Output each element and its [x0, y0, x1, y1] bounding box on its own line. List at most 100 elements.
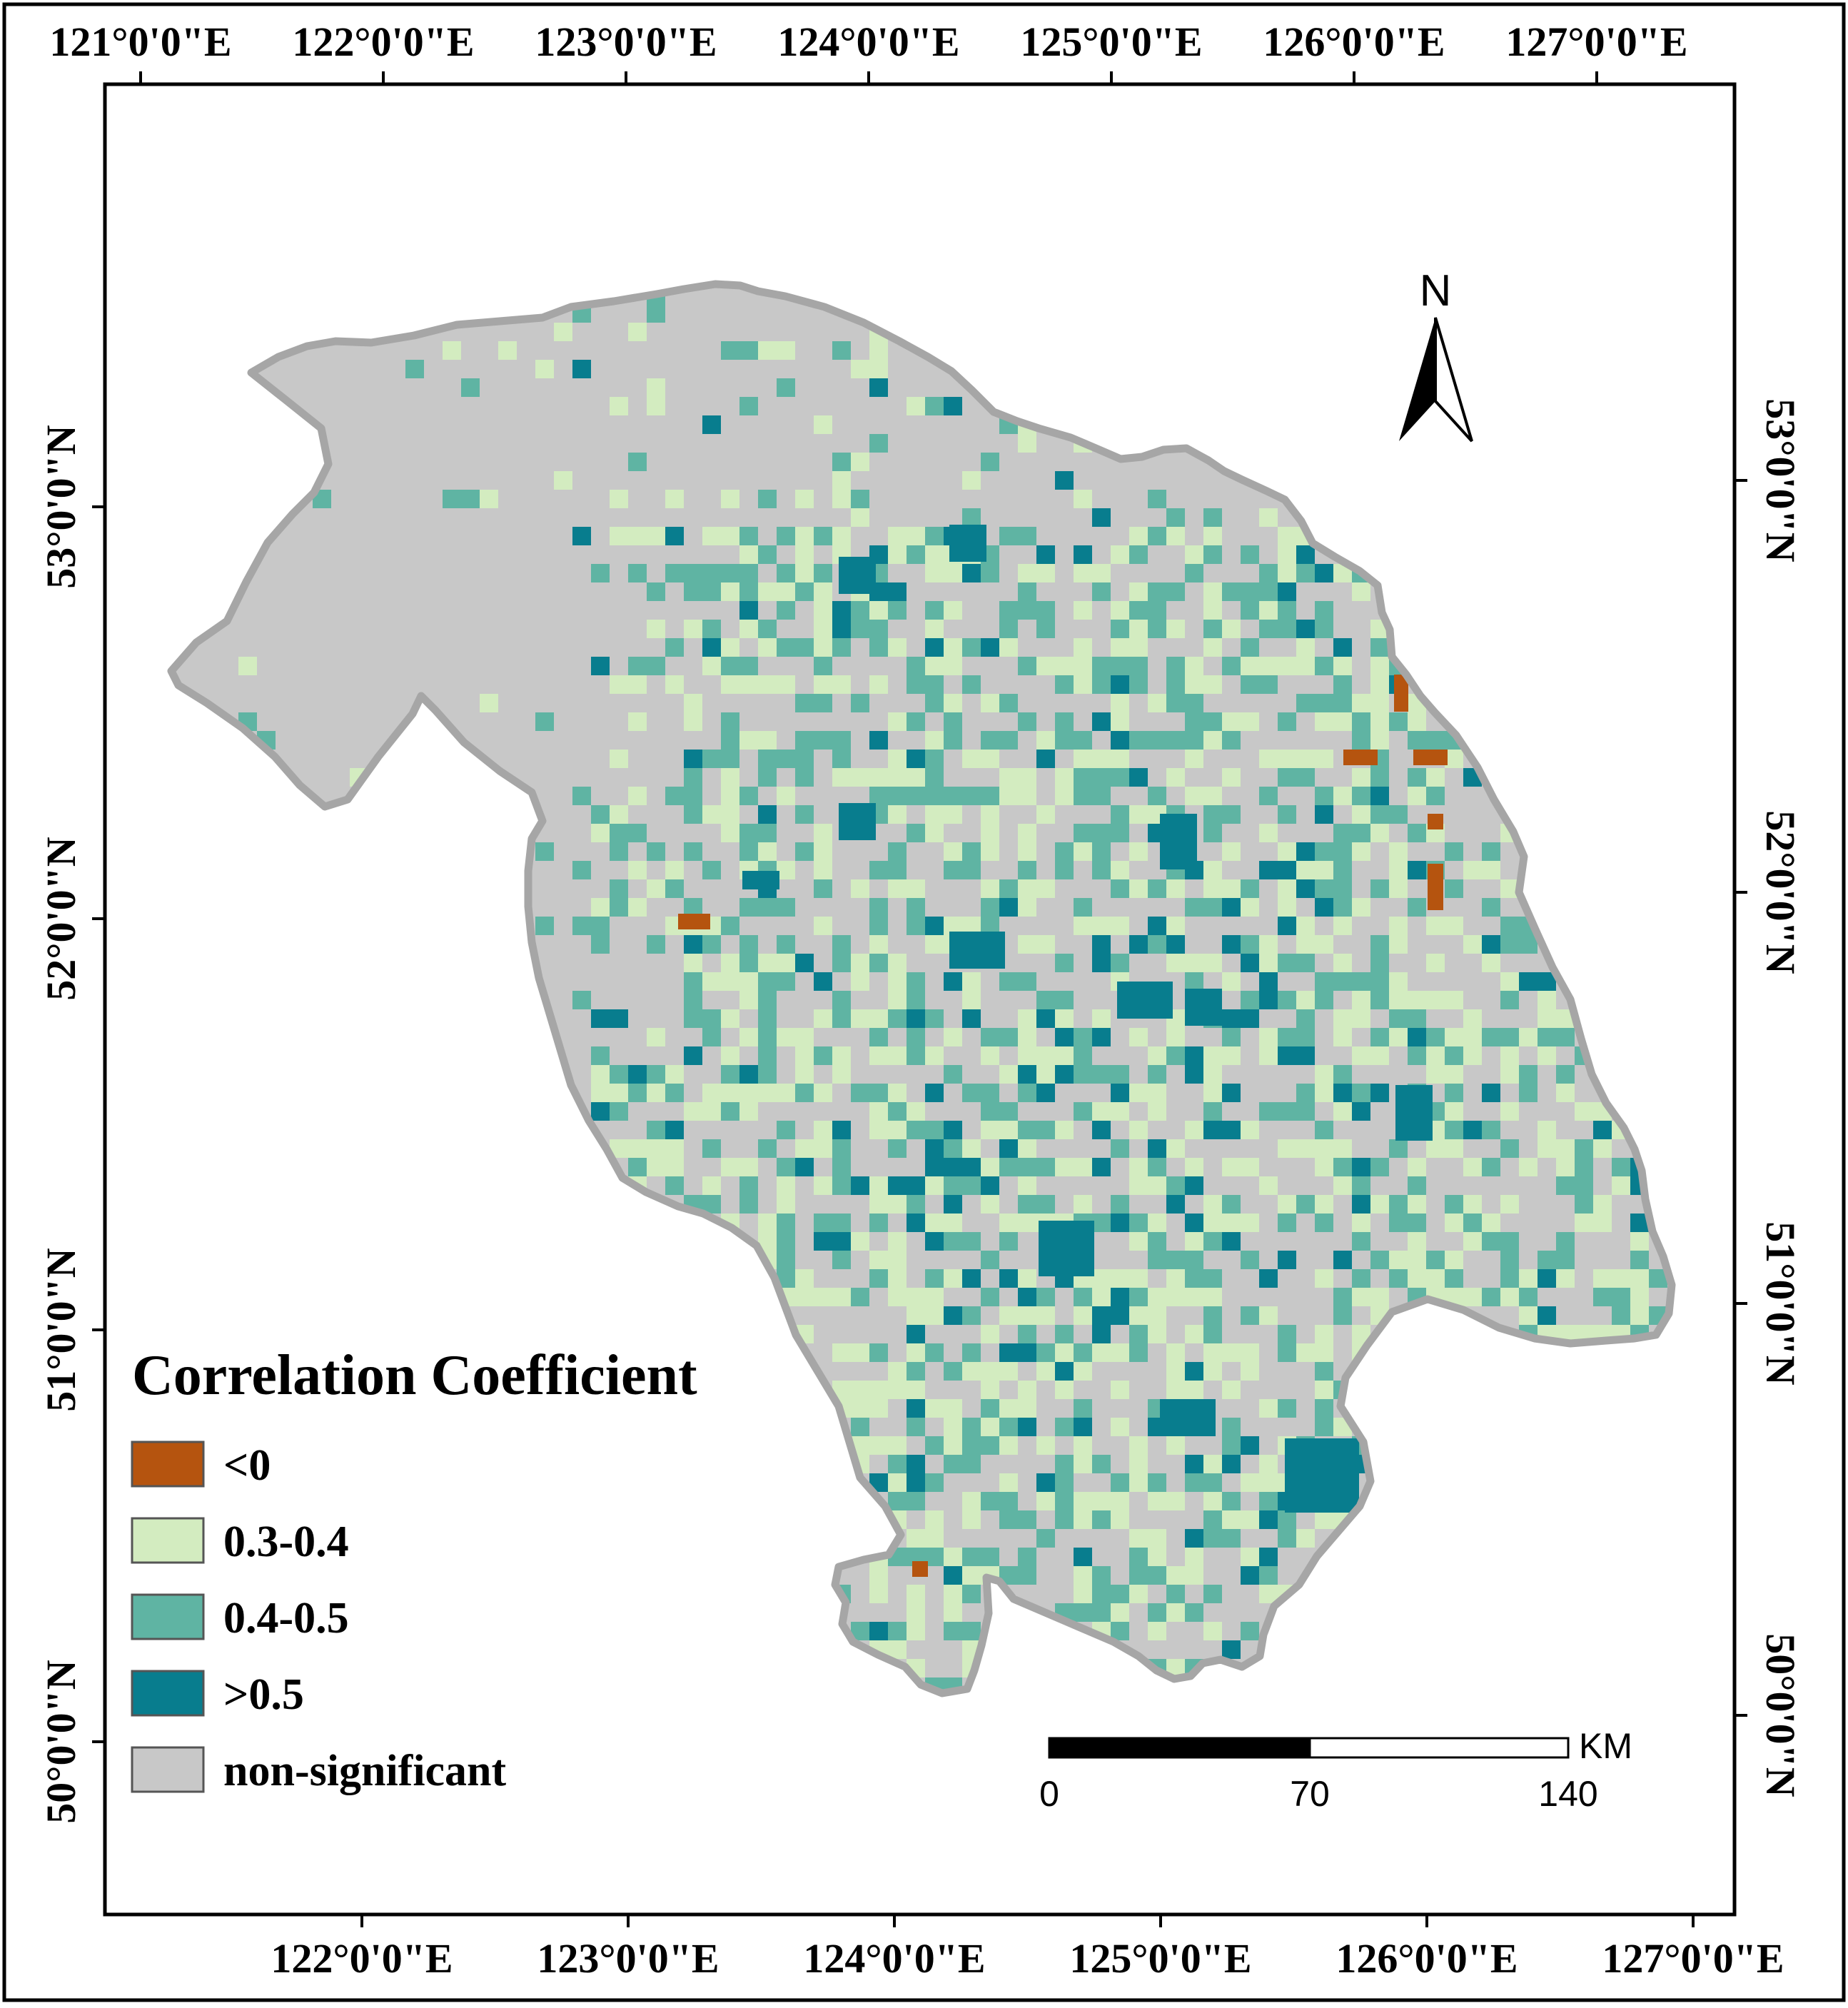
raster-cell	[1111, 1214, 1129, 1232]
raster-cell	[1203, 787, 1222, 805]
raster-cell	[925, 1084, 944, 1102]
raster-cell	[1018, 712, 1036, 731]
raster-cell	[721, 564, 739, 582]
raster-cell	[814, 582, 832, 601]
raster-cell	[1315, 842, 1333, 861]
raster-cell	[944, 972, 962, 991]
raster-cell	[888, 1288, 907, 1306]
raster-cell	[1111, 1603, 1129, 1622]
top-lon-label: 127°0'0"E	[1505, 19, 1687, 65]
raster-cell	[907, 1492, 925, 1510]
raster-cell	[1092, 1455, 1111, 1473]
raster-cell	[1315, 1418, 1333, 1436]
raster-cell	[1166, 954, 1185, 972]
raster-cell	[1148, 527, 1166, 545]
raster-cell	[1203, 1362, 1222, 1381]
raster-cell	[758, 972, 777, 991]
raster-cell	[610, 1065, 628, 1084]
raster-cell	[684, 935, 702, 954]
raster-cell	[1092, 1065, 1111, 1084]
raster-cell	[721, 582, 739, 601]
raster-cell	[1315, 879, 1333, 898]
raster-cell	[944, 638, 962, 657]
scale-unit: KM	[1579, 1726, 1632, 1766]
raster-cell	[721, 1065, 739, 1084]
raster-cell	[999, 1306, 1018, 1325]
raster-cell	[907, 917, 925, 935]
raster-cell	[962, 1158, 981, 1176]
raster-cell	[628, 323, 647, 341]
raster-cell	[665, 1139, 684, 1158]
raster-cell	[1092, 1566, 1111, 1585]
raster-cell	[665, 1176, 684, 1195]
raster-cell	[944, 694, 962, 712]
right-lat-label: 50°0'0"N	[1757, 1633, 1804, 1797]
raster-cell	[1203, 1046, 1222, 1065]
raster-cell	[1315, 991, 1333, 1009]
raster-cell	[888, 601, 907, 620]
raster-cell	[1129, 1473, 1148, 1492]
raster-cell	[591, 657, 610, 675]
raster-cell	[1055, 657, 1074, 675]
left-lat-label: 53°0'0"N	[38, 425, 84, 589]
raster-cell	[1018, 768, 1036, 787]
raster-cell	[1389, 712, 1408, 731]
raster-cell	[869, 768, 888, 787]
raster-cell	[1036, 657, 1055, 675]
raster-cell	[1036, 601, 1055, 620]
raster-cell	[1333, 842, 1352, 861]
scale-tick-label: 70	[1290, 1774, 1330, 1814]
raster-cell	[1389, 1009, 1408, 1028]
raster-cell	[405, 360, 424, 378]
raster-cell	[962, 675, 981, 694]
raster-cell	[999, 879, 1018, 898]
scale-bar: KM 0 70 140	[1039, 1726, 1632, 1814]
raster-cell	[1408, 768, 1426, 787]
raster-cell	[758, 582, 777, 601]
raster-cell	[1296, 1009, 1315, 1028]
raster-cell	[535, 360, 554, 378]
raster-cell	[999, 1492, 1018, 1510]
raster-cell	[981, 1325, 999, 1343]
raster-cell	[1055, 842, 1074, 861]
raster-cell	[1612, 1306, 1630, 1325]
raster-cell	[721, 972, 739, 991]
raster-cell	[684, 768, 702, 787]
raster-cell	[1538, 1269, 1556, 1288]
raster-cell	[795, 954, 814, 972]
raster-cell	[1482, 861, 1500, 879]
raster-cell	[1241, 954, 1259, 972]
raster-cell	[999, 694, 1018, 712]
raster-cell	[1538, 1306, 1556, 1325]
raster-cell	[1222, 1046, 1241, 1065]
raster-cell	[721, 1158, 739, 1176]
raster-cell	[758, 1084, 777, 1102]
raster-cell	[1111, 805, 1129, 824]
bottom-lon-label: 127°0'0"E	[1602, 1935, 1784, 1982]
raster-cell	[1018, 434, 1036, 453]
raster-cell	[1092, 861, 1111, 879]
raster-cell	[777, 861, 795, 879]
raster-cell	[1055, 768, 1074, 787]
raster-cell	[981, 1176, 999, 1195]
raster-cell	[1445, 750, 1463, 768]
raster-cell	[1389, 1028, 1408, 1046]
raster-cell	[869, 1195, 888, 1214]
raster-cell	[1092, 1306, 1111, 1325]
raster-cell	[1315, 1269, 1333, 1288]
raster-cell	[1259, 991, 1278, 1009]
raster-cell	[1074, 787, 1092, 805]
raster-cell	[1389, 879, 1408, 898]
raster-cell	[1166, 694, 1185, 712]
raster-cell	[1352, 1176, 1370, 1195]
raster-cell	[739, 1176, 758, 1195]
raster-cell	[888, 750, 907, 768]
raster-cell	[1630, 1288, 1649, 1306]
raster-cell	[1352, 1084, 1370, 1102]
raster-cell	[814, 731, 832, 750]
raster-cell	[1036, 620, 1055, 638]
raster-cell	[628, 675, 647, 694]
raster-cell	[981, 1399, 999, 1418]
raster-cell	[1352, 1102, 1370, 1121]
raster-cell	[832, 1214, 851, 1232]
